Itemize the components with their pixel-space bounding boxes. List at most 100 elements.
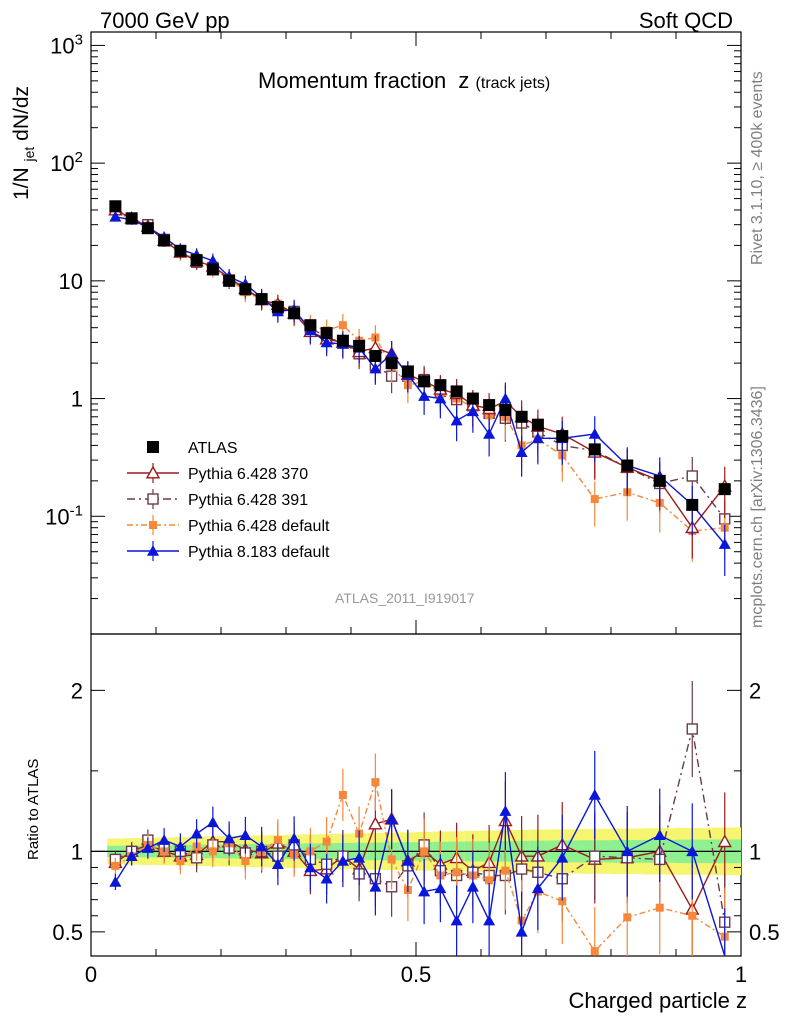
x-tick-label: 0 (85, 962, 97, 987)
ratio-point (304, 861, 317, 873)
ratio-point (450, 914, 463, 926)
data-point (450, 385, 463, 398)
ratio-point (111, 861, 120, 870)
legend-entry-pdefault: Pythia 6.428 default (127, 515, 330, 535)
data-point (499, 403, 512, 416)
y-axis-label-sub: jet (21, 147, 37, 163)
ratio-point (190, 827, 203, 839)
ratio-layer (108, 681, 732, 957)
data-point (590, 495, 599, 504)
legend-label: Pythia 8.183 default (188, 544, 330, 561)
ratio-tick-label: 0.5 (52, 920, 83, 945)
data-point (385, 347, 398, 359)
ratio-point (208, 847, 217, 856)
ratio-tick-label: 1 (71, 839, 83, 864)
y-axis-label-main: 1/N (10, 167, 33, 200)
rivet-label: Rivet 3.1.10, ≥ 400k events (749, 71, 766, 265)
ratio-point (420, 847, 429, 856)
data-point (158, 234, 171, 247)
ratio-series-p8 (109, 750, 726, 957)
data-point (141, 222, 154, 235)
ratio-point (558, 897, 567, 906)
ratio-point (515, 863, 528, 875)
y-tick-exponent: -1 (70, 502, 83, 519)
ratio-point (483, 914, 496, 926)
ratio-point (531, 882, 544, 894)
ratio-y-label: Ratio to ATLAS (25, 759, 42, 860)
ratio-point (688, 911, 697, 920)
data-point (686, 470, 698, 482)
y-tick-label: 103 (50, 31, 83, 58)
ratio-point (320, 872, 333, 884)
ratio-tick-label-right: 1 (749, 839, 761, 864)
ratio-point (141, 842, 154, 853)
legend-marker (145, 465, 161, 479)
ratio-point (485, 876, 494, 885)
ratio-point (241, 857, 250, 866)
data-point (621, 459, 634, 472)
ratio-point (434, 882, 447, 894)
ratio-point (271, 858, 284, 870)
ratio-tick-label: 2 (71, 678, 83, 703)
ratio-point (401, 855, 414, 866)
data-point (515, 446, 528, 458)
legend-label: Pythia 6.428 default (188, 518, 330, 535)
data-point (466, 392, 479, 405)
ratio-point (452, 868, 461, 877)
series-atlas (109, 200, 731, 511)
y-tick-base: 10 (45, 504, 69, 529)
y-tick-label: 10-1 (45, 502, 83, 529)
ratio-point (686, 723, 698, 735)
ratio-point (255, 840, 268, 852)
data-point (338, 321, 347, 330)
data-point (588, 443, 601, 456)
data-point (515, 410, 528, 423)
y-tick-label: 102 (50, 149, 83, 176)
ratio-point (368, 816, 383, 830)
data-point (336, 334, 349, 347)
data-point (499, 392, 512, 404)
ratio-point (499, 805, 512, 816)
data-point (466, 405, 479, 417)
legend-marker (149, 521, 157, 529)
data-layer (108, 200, 732, 577)
data-point (434, 392, 447, 404)
mcplots-label: mcplots.cern.ch [arXiv:1306.3436] (749, 386, 766, 628)
y-tick-exponent: 2 (75, 149, 83, 166)
data-point (418, 390, 431, 401)
data-point (418, 375, 431, 388)
ratio-point (338, 791, 347, 799)
data-point (653, 474, 666, 487)
legend-entry-atlas: ATLAS (147, 440, 238, 457)
legend-label: Pythia 6.428 370 (188, 466, 308, 483)
ratio-point (353, 851, 366, 863)
data-point (239, 283, 252, 296)
data-point (588, 428, 601, 439)
y-tick-base: 10 (50, 151, 74, 176)
ratio-point (623, 913, 632, 922)
ratio-tick-label-right: 2 (749, 678, 761, 703)
data-point (223, 274, 236, 287)
y-tick-exponent: 3 (75, 31, 83, 48)
data-point (434, 379, 447, 392)
ratio-point (686, 845, 699, 857)
data-point (271, 300, 284, 313)
data-point (109, 200, 122, 213)
data-point (686, 498, 699, 511)
data-point (353, 339, 366, 352)
legend-marker (147, 441, 159, 453)
ratio-point (206, 816, 219, 828)
ratio-point (125, 850, 138, 861)
analysis-watermark: ATLAS_2011_I919017 (335, 590, 475, 606)
chart-title: Momentum fraction z (track jets) (258, 68, 550, 93)
data-point (718, 538, 731, 549)
legend-label: ATLAS (188, 440, 238, 457)
data-point (369, 349, 382, 362)
chart-title-sub: (track jets) (476, 75, 551, 92)
ratio-point (174, 840, 187, 852)
data-point (288, 307, 301, 320)
data-point (531, 418, 544, 431)
data-point (125, 212, 138, 225)
y-tick-base: 10 (50, 33, 74, 58)
